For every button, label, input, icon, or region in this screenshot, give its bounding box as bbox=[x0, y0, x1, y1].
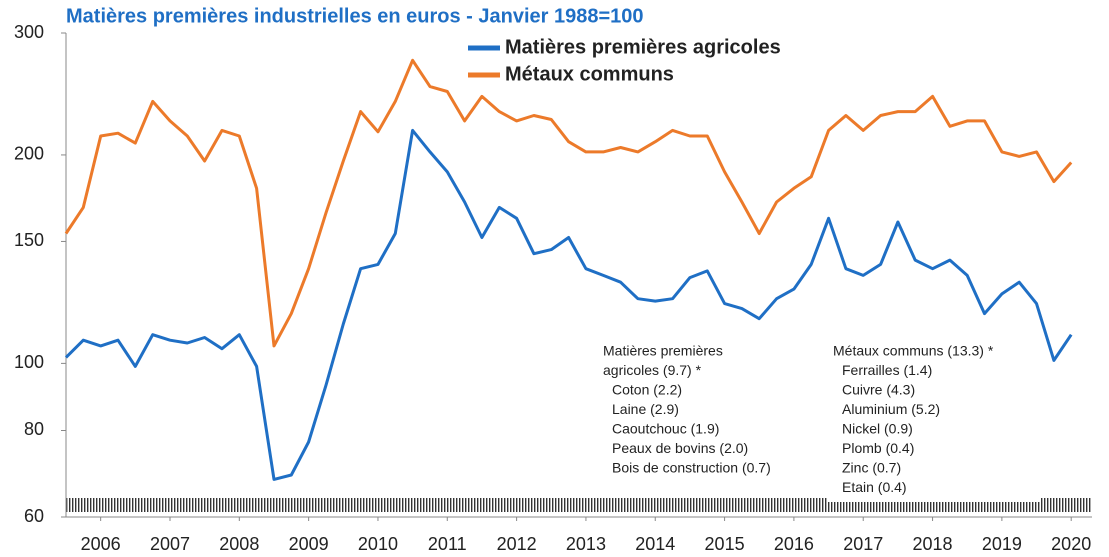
x-tick-label: 2019 bbox=[982, 534, 1022, 554]
x-tick-label: 2010 bbox=[358, 534, 398, 554]
y-tick-label: 100 bbox=[14, 352, 44, 372]
y-tick-label: 60 bbox=[24, 506, 44, 526]
x-tick-label: 2013 bbox=[566, 534, 606, 554]
legend-label: Métaux communs bbox=[505, 63, 674, 85]
x-tick-label: 2020 bbox=[1051, 534, 1091, 554]
note-item: Laine (2.9) bbox=[612, 401, 679, 417]
x-tick-label: 2007 bbox=[150, 534, 190, 554]
note-heading: Matières premières bbox=[603, 343, 723, 359]
note-item: Nickel (0.9) bbox=[842, 421, 913, 437]
note-item: Aluminium (5.2) bbox=[842, 401, 940, 417]
note-item: Etain (0.4) bbox=[842, 479, 907, 495]
x-tick-label: 2014 bbox=[635, 534, 675, 554]
x-tick-label: 2009 bbox=[289, 534, 329, 554]
x-tick-label: 2012 bbox=[497, 534, 537, 554]
y-tick-label: 150 bbox=[14, 230, 44, 250]
note-heading: agricoles (9.7) * bbox=[603, 362, 702, 378]
note-item: Caoutchouc (1.9) bbox=[612, 421, 719, 437]
x-tick-label: 2006 bbox=[81, 534, 121, 554]
chart-title: Matières premières industrielles en euro… bbox=[66, 5, 644, 27]
legend-label: Matières premières agricoles bbox=[505, 36, 781, 58]
x-tick-label: 2008 bbox=[219, 534, 259, 554]
note-heading: Métaux communs (13.3) * bbox=[833, 343, 994, 359]
series-line bbox=[64, 128, 1073, 481]
y-tick-label: 300 bbox=[14, 22, 44, 42]
note-item: Ferrailles (1.4) bbox=[842, 362, 932, 378]
x-tick-label: 2017 bbox=[843, 534, 883, 554]
note-item: Coton (2.2) bbox=[612, 382, 682, 398]
note-item: Plomb (0.4) bbox=[842, 440, 914, 456]
x-tick-label: 2015 bbox=[705, 534, 745, 554]
x-tick-label: 2011 bbox=[428, 534, 467, 554]
note-box bbox=[596, 340, 830, 480]
series-line bbox=[64, 58, 1073, 348]
x-tick-label: 2018 bbox=[913, 534, 953, 554]
x-tick-label: 2016 bbox=[774, 534, 814, 554]
note-item: Peaux de bovins (2.0) bbox=[612, 440, 748, 456]
note-item: Cuivre (4.3) bbox=[842, 382, 915, 398]
note-box bbox=[828, 340, 1040, 502]
y-tick-label: 200 bbox=[14, 144, 44, 164]
note-item: Zinc (0.7) bbox=[842, 460, 901, 476]
y-tick-label: 80 bbox=[24, 419, 44, 439]
note-item: Bois de construction (0.7) bbox=[612, 460, 771, 476]
